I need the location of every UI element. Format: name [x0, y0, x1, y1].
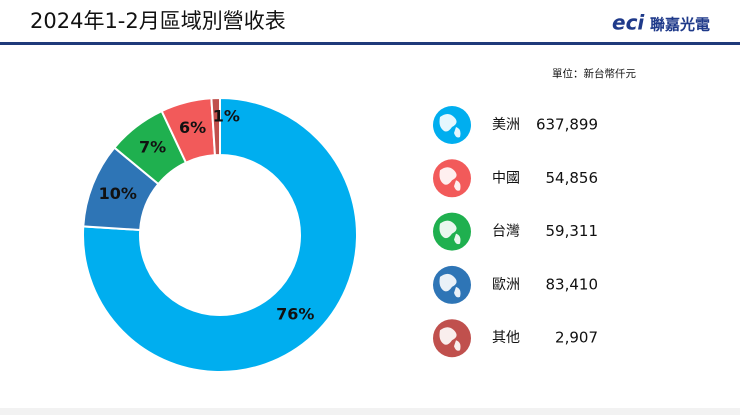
donut-slice: [82, 96, 358, 373]
legend-name: 台灣: [492, 224, 520, 240]
donut-slice: [210, 96, 221, 157]
unit-note: 單位：新台幣仟元: [552, 67, 636, 80]
legend-amount: 637,899: [536, 116, 598, 134]
legend-amount: 54,856: [546, 169, 599, 187]
legend-name: 歐洲: [492, 277, 520, 293]
logo-mark: eci: [612, 11, 645, 35]
legend-icon-land: [439, 220, 461, 245]
legend-name: 美洲: [492, 117, 520, 133]
footer-bar: [0, 408, 740, 415]
legend-amount: 2,907: [555, 329, 598, 347]
slice-label: 7%: [139, 138, 166, 157]
legend-name: 其他: [492, 330, 520, 346]
slide-title: 2024年1-2月區域別營收表: [30, 9, 286, 33]
slice-label: 10%: [99, 184, 137, 203]
legend-icon-land: [439, 167, 461, 191]
legend-amount: 83,410: [546, 275, 599, 293]
legend-icon-land: [439, 273, 461, 298]
slice-label: 76%: [276, 305, 314, 324]
legend-icon-land: [439, 114, 461, 138]
legend-icon-land: [439, 327, 461, 351]
slice-label: 1%: [213, 107, 240, 126]
legend-amount: 59,311: [546, 222, 599, 240]
header-rule: [0, 42, 740, 45]
logo-text: 聯嘉光電: [650, 16, 710, 34]
legend-name: 中國: [492, 170, 520, 186]
slice-label: 6%: [179, 118, 206, 137]
